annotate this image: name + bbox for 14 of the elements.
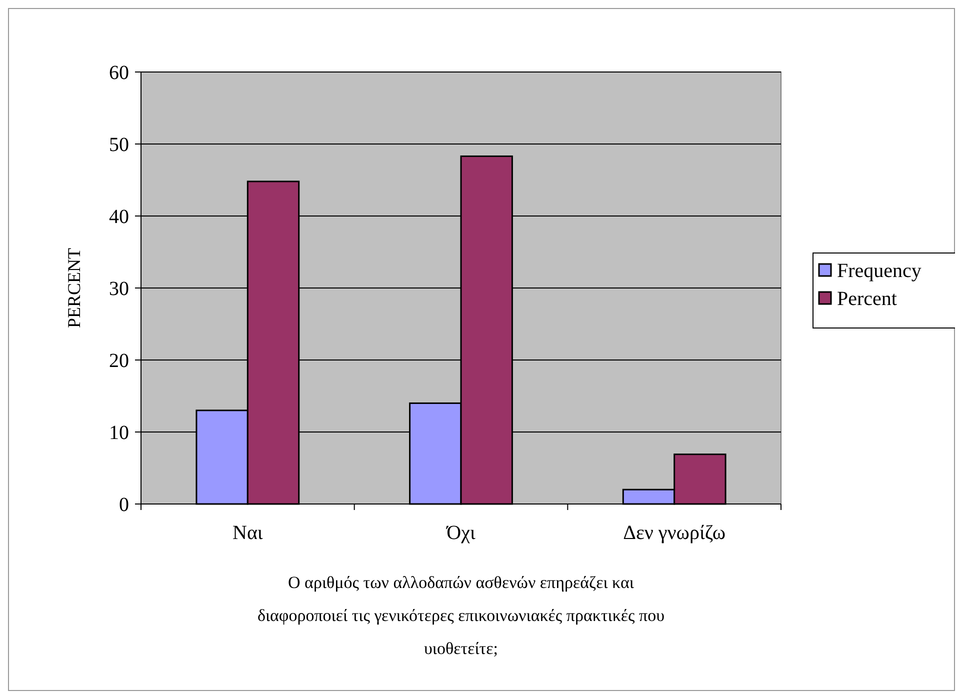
y-tick-label: 60 [109,62,129,84]
y-tick-label: 0 [119,494,129,516]
y-tick-label: 10 [109,422,129,444]
x-tick-label: Όχι [446,522,476,544]
legend-label: Percent [837,288,898,310]
y-axis-title: PERCENT [64,248,84,328]
legend-label: Frequency [837,260,922,282]
x-tick-label: Δεν γνωρίζω [623,522,726,544]
y-tick-label: 20 [109,350,129,372]
x-tick-label: Ναι [232,522,264,544]
y-tick-label: 50 [109,134,129,156]
y-tick-label: 40 [109,206,129,228]
x-axis-title: Ο αριθμός των αλλοδαπών ασθενών επηρεάζει και διαφοροποιεί τις γενικότερες επικοινωνιακές πρακτικές που υιοθετείτε; [257,573,665,658]
y-tick-label: 30 [109,278,129,300]
